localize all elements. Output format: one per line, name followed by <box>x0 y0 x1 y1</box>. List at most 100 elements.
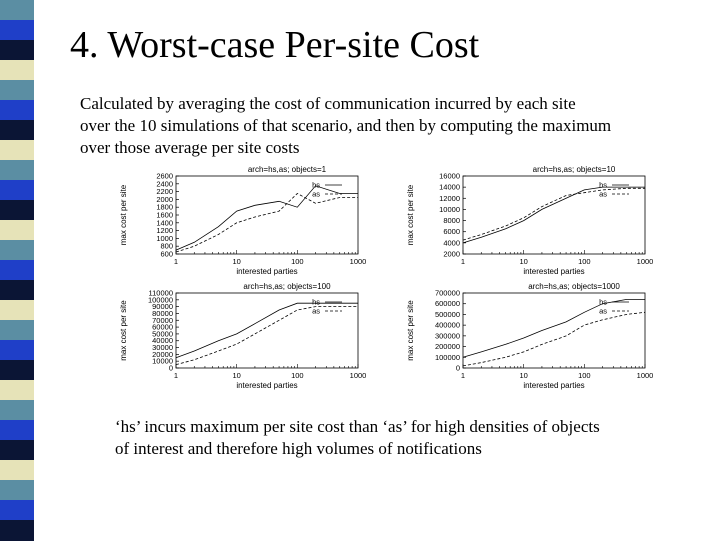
x-tick-label: 10 <box>519 371 527 380</box>
chart-title: arch=hs,as; objects=10 <box>533 165 616 174</box>
stripe-block <box>0 40 34 61</box>
y-tick-label: 60000 <box>152 323 173 332</box>
decorative-stripe <box>0 0 34 541</box>
y-tick-label: 1200 <box>156 226 173 235</box>
y-tick-label: 800 <box>160 242 173 251</box>
chart-title: arch=hs,as; objects=100 <box>243 282 331 291</box>
conclusion-line: ‘hs’ incurs maximum per site cost than ‘… <box>115 417 600 436</box>
legend-label: hs <box>599 298 607 307</box>
stripe-block <box>0 200 34 221</box>
y-axis-label: max cost per site <box>119 300 128 361</box>
y-tick-label: 200000 <box>435 342 460 351</box>
x-tick-label: 1000 <box>637 371 654 380</box>
series-line-hs <box>462 298 645 358</box>
chart-objects-100: arch=hs,as; objects=100 01000020000300004… <box>119 282 367 390</box>
x-axis-label: interested parties <box>236 381 297 390</box>
x-tick-label: 100 <box>578 257 591 266</box>
stripe-block <box>0 500 34 521</box>
y-tick-label: 1600 <box>156 211 173 220</box>
y-tick-label: 1000 <box>156 234 173 243</box>
x-axis-label: interested parties <box>236 267 297 276</box>
y-tick-label: 2000 <box>156 195 173 204</box>
y-tick-label: 16000 <box>439 172 460 181</box>
y-tick-label: 1800 <box>156 203 173 212</box>
y-tick-label: 4000 <box>443 238 460 247</box>
y-tick-label: 2200 <box>156 187 173 196</box>
y-tick-label: 8000 <box>443 216 460 225</box>
y-tick-label: 30000 <box>152 343 173 352</box>
x-tick-label: 1000 <box>350 371 367 380</box>
y-tick-label: 100000 <box>148 295 173 304</box>
stripe-block <box>0 480 34 501</box>
series-line-as <box>175 306 358 365</box>
x-tick-label: 100 <box>291 371 304 380</box>
x-tick-label: 1 <box>174 257 178 266</box>
stripe-block <box>0 180 34 201</box>
x-tick-label: 10 <box>232 371 240 380</box>
chart-title: arch=hs,as; objects=1000 <box>528 282 620 291</box>
chart-objects-1000: arch=hs,as; objects=1000 0 100000 200000 300… <box>406 282 654 390</box>
x-tick-label: 10 <box>232 257 240 266</box>
legend-label: as <box>599 307 607 316</box>
y-tick-label: 80000 <box>152 309 173 318</box>
stripe-block <box>0 260 34 281</box>
legend-label: as <box>312 307 320 316</box>
stripe-block <box>0 240 34 261</box>
y-tick-label: 300000 <box>435 331 460 340</box>
y-tick-label: 0 <box>169 364 173 373</box>
x-tick-label: 1 <box>461 257 465 266</box>
stripe-block <box>0 100 34 121</box>
x-tick-label: 100 <box>578 371 591 380</box>
y-tick-label: 600000 <box>435 299 460 308</box>
legend-label: as <box>312 190 320 199</box>
description-line: Calculated by averaging the cost of comm… <box>80 94 576 113</box>
y-tick-label: 110000 <box>149 289 173 298</box>
y-tick-label: 2400 <box>156 179 173 188</box>
series-line-as <box>462 311 646 367</box>
y-tick-label: 20000 <box>152 350 173 359</box>
plot-frame <box>175 175 359 255</box>
y-tick-label: 2600 <box>156 172 173 181</box>
stripe-block <box>0 360 34 381</box>
series-line-as <box>175 193 358 253</box>
y-tick-label: 70000 <box>152 316 173 325</box>
y-tick-label: 14000 <box>439 183 460 192</box>
x-axis-label: interested parties <box>523 381 584 390</box>
y-tick-label: 600 <box>160 250 173 259</box>
legend-label: hs <box>312 181 320 190</box>
x-tick-label: 1 <box>174 371 178 380</box>
stripe-block <box>0 0 34 21</box>
x-tick-label: 10 <box>519 257 527 266</box>
x-axis-label: interested parties <box>523 267 584 276</box>
y-tick-label: 0 <box>456 364 460 373</box>
y-tick-label: 100000 <box>435 353 460 362</box>
x-tick-label: 1000 <box>637 257 654 266</box>
series-line-hs <box>462 186 645 244</box>
stripe-block <box>0 280 34 301</box>
stripe-block <box>0 80 34 101</box>
stripe-block <box>0 380 34 401</box>
y-tick-label: 2000 <box>443 250 460 259</box>
y-tick-label: 10000 <box>439 205 460 214</box>
x-tick-label: 1 <box>461 371 465 380</box>
y-tick-label: 700000 <box>435 289 460 298</box>
stripe-block <box>0 300 34 321</box>
y-tick-label: 10000 <box>152 357 173 366</box>
legend-label: as <box>599 190 607 199</box>
y-tick-label: 1400 <box>156 218 173 227</box>
description-line: over the 10 simulations of that scenario… <box>80 116 612 135</box>
y-axis-label: max cost per site <box>406 184 415 245</box>
x-tick-label: 100 <box>291 257 304 266</box>
chart-title: arch=hs,as; objects=1 <box>248 165 327 174</box>
stripe-block <box>0 20 34 41</box>
legend-label: hs <box>599 181 607 190</box>
stripe-block <box>0 340 34 361</box>
legend-label: hs <box>312 298 320 307</box>
x-tick-label: 1000 <box>350 257 367 266</box>
series-line-hs <box>175 302 358 359</box>
y-tick-label: 90000 <box>152 302 173 311</box>
description-line: over those average per site costs <box>80 138 300 157</box>
conclusion-line: of interest and therefore high volumes o… <box>115 439 482 458</box>
stripe-block <box>0 60 34 81</box>
y-tick-label: 400000 <box>435 321 460 330</box>
